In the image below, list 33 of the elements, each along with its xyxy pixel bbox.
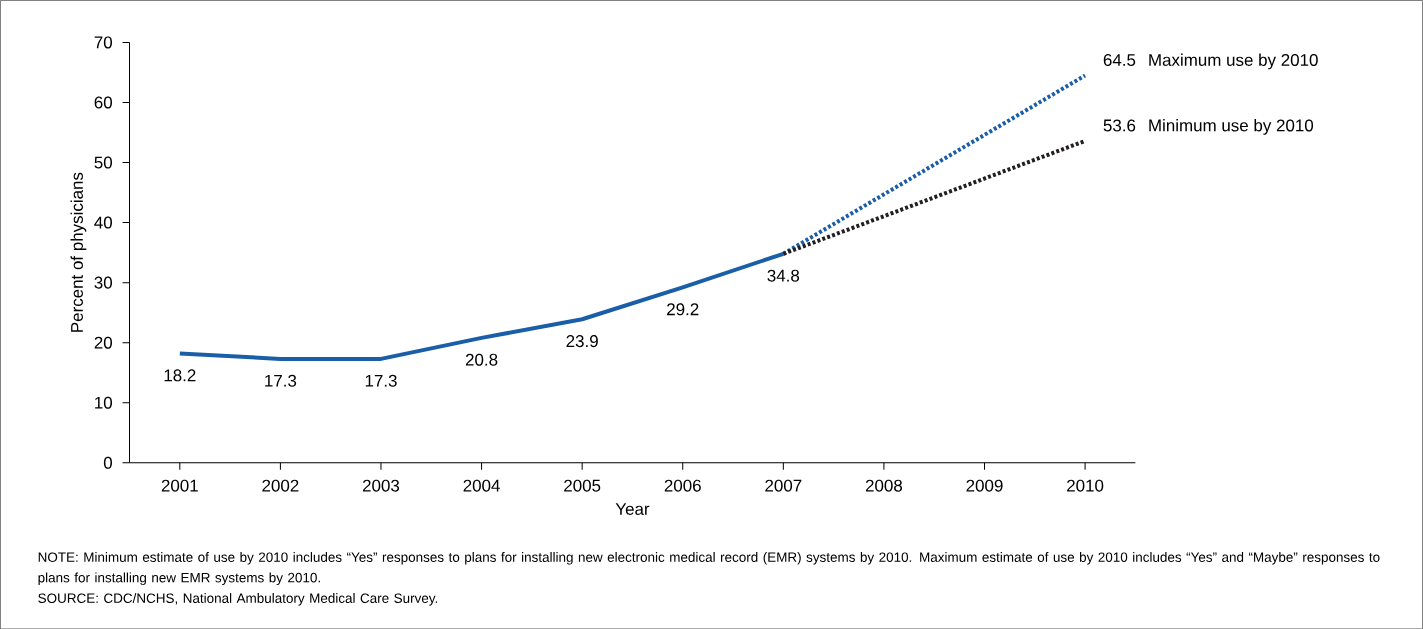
x-tick-label: 2001	[161, 479, 198, 492]
text: NOTE: Minimum estimate of use by 2010 includes “Yes” responses to plans for installing new electronic medical record (EMR) systems by 2010. Maximum estimate of use by 2010 includes “Yes” and “Maybe” responses to plans for installing new EMR systems by 2010.	[38, 551, 1380, 585]
y-tick-label: 40	[94, 216, 113, 229]
y-tick-label: 50	[94, 156, 113, 169]
x-tick-label: 2008	[865, 479, 903, 492]
x-tick-label: 2009	[966, 479, 1003, 492]
data-label: 34.8	[767, 269, 800, 282]
x-tick-label: 2006	[664, 479, 701, 492]
y-axis-title: Percent of physicians	[70, 172, 87, 332]
y-tick-label: 20	[94, 336, 113, 349]
y-tick-label: 30	[94, 276, 113, 289]
x-tick-label: 2010	[1067, 479, 1104, 492]
y-tick-label: 60	[94, 96, 113, 109]
y-tick-label: 70	[94, 36, 113, 49]
x-tick-label: 2002	[262, 479, 299, 492]
text: Maximum use by 2010	[1149, 53, 1318, 70]
x-tick-label: 2004	[463, 479, 500, 492]
x-tick-label: 2007	[765, 479, 802, 492]
data-label: 29.2	[667, 303, 699, 316]
data-label: 64.5	[1103, 53, 1136, 66]
data-label: 20.8	[465, 353, 498, 366]
data-label: 18.2	[164, 369, 196, 382]
source-note: SOURCE: CDC/NCHS, National Ambulatory Medical Care Survey.	[38, 592, 438, 606]
x-axis-title: Year	[615, 502, 650, 515]
data-label: 53.6	[1103, 119, 1136, 132]
data-label: 23.9	[566, 334, 598, 347]
data-label: 17.3	[365, 374, 397, 387]
y-tick-label: 0	[103, 456, 113, 469]
y-tick-label: 10	[95, 396, 113, 409]
data-label: 17.3	[265, 374, 297, 387]
x-tick-label: 2005	[564, 479, 601, 492]
x-tick-label: 2003	[362, 479, 400, 492]
text: Minimum use by 2010	[1149, 118, 1314, 135]
